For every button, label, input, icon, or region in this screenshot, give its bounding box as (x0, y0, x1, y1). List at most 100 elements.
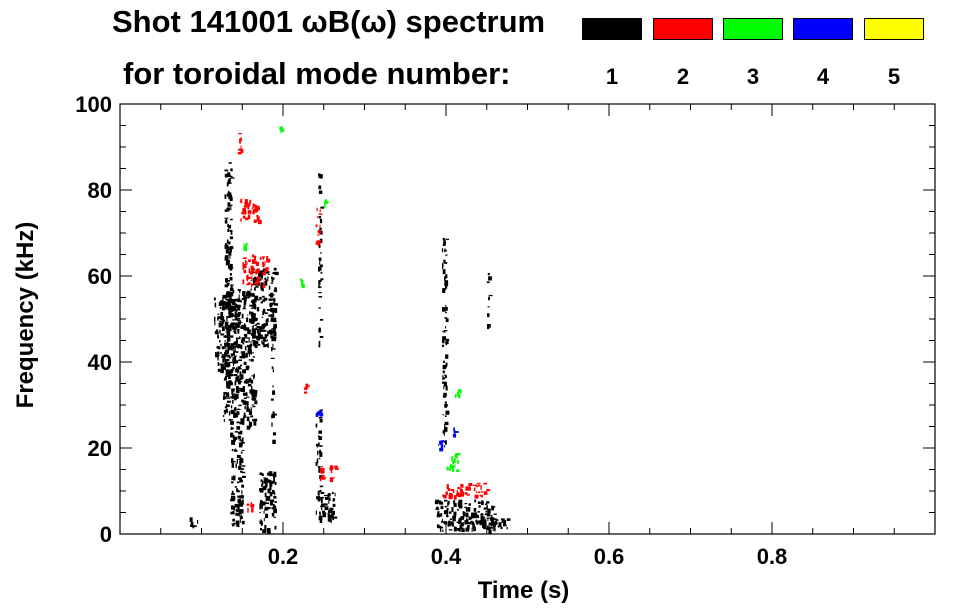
spectrum-point (221, 354, 225, 356)
spectrum-point (237, 505, 240, 511)
spectrum-point (244, 202, 249, 206)
spectrum-point (262, 295, 265, 298)
spectrum-point (328, 500, 330, 504)
spectrum-point (255, 277, 259, 280)
spectrum-point (232, 326, 235, 330)
spectrum-point (506, 518, 511, 521)
spectrum-point (230, 370, 233, 374)
spectrum-point (237, 366, 240, 370)
spectrum-point (447, 466, 449, 471)
spectrum-point (481, 491, 484, 493)
spectrum-point (232, 319, 234, 321)
spectrum-point (236, 410, 238, 416)
spectrum-point (271, 277, 274, 283)
spectrum-region-mode-2 (442, 482, 491, 500)
spectrum-point (264, 277, 267, 280)
spectrum-point (251, 305, 253, 307)
spectrum-point (218, 322, 222, 328)
spectrum-point (239, 300, 243, 303)
spectrum-point (324, 506, 329, 511)
spectrum-point (250, 407, 252, 413)
spectrum-point (467, 525, 470, 530)
spectrum-point (234, 407, 237, 411)
spectrum-point (238, 432, 242, 435)
spectrum-point (247, 292, 252, 297)
spectrum-point (474, 499, 477, 503)
spectrum-point (442, 494, 445, 497)
spectrum-point (253, 340, 256, 343)
spectrum-point (232, 331, 235, 333)
y-tick-label: 80 (88, 178, 112, 203)
spectrum-point (231, 419, 234, 421)
spectrum-point (273, 326, 276, 332)
spectrum-point (448, 520, 451, 522)
spectrum-point (265, 319, 267, 323)
spectrum-point (491, 520, 495, 526)
spectrum-point (241, 387, 245, 392)
legend-swatch-mode-1 (582, 18, 642, 40)
spectrum-point (302, 284, 305, 289)
spectrum-point (236, 369, 239, 373)
spectrum-point (229, 298, 232, 301)
spectrum-region-mode-1 (315, 491, 338, 524)
spectrum-point (317, 490, 320, 496)
spectrum-point (265, 322, 268, 326)
spectrum-point (253, 418, 258, 422)
spectrum-point (224, 347, 227, 349)
spectrum-point (492, 517, 495, 519)
spectrum-point (241, 449, 245, 451)
spectrum-point (193, 525, 197, 527)
chart-title: Shot 141001 ωB(ω) spectrum (112, 4, 546, 39)
spectrum-point (230, 422, 234, 424)
spectrum-point (267, 273, 270, 275)
spectrum-point (267, 507, 271, 510)
spectrum-point (219, 340, 221, 343)
spectrum-point (488, 528, 491, 532)
spectrum-point (217, 362, 220, 366)
spectrum-point (460, 491, 464, 497)
spectrum-point (265, 335, 268, 339)
y-tick-label: 100 (75, 92, 112, 117)
spectrum-point (470, 515, 473, 520)
spectrum-point (500, 526, 503, 530)
spectrum-point (451, 493, 453, 496)
spectrum-point (261, 324, 265, 329)
spectrum-point (259, 511, 261, 514)
spectrum-point (242, 279, 245, 285)
spectrum-point (264, 280, 268, 286)
spectrum-region-mode-3 (300, 278, 305, 289)
spectrum-point (272, 369, 274, 373)
spectrum-point (465, 527, 470, 532)
spectrum-point (236, 361, 239, 364)
spectrum-point (457, 487, 461, 490)
spectrum-point (486, 281, 490, 284)
spectrum-point (225, 298, 229, 301)
spectrum-point (446, 484, 449, 490)
spectrum-point (264, 506, 269, 511)
spectrum-point (271, 309, 275, 313)
spectrum-point (239, 336, 241, 338)
spectrum-point (445, 343, 447, 346)
spectrum-point (238, 148, 242, 151)
spectrum-point (250, 288, 252, 291)
spectrum-point (231, 394, 235, 399)
spectrum-point (478, 491, 481, 494)
spectrum-point (301, 282, 303, 286)
spectrum-point (447, 500, 450, 505)
spectrum-region-mode-1 (259, 471, 277, 535)
spectrum-point (273, 413, 277, 416)
spectrum-point (252, 303, 257, 309)
spectrum-point (227, 346, 231, 351)
spectrum-point (262, 486, 267, 491)
spectrum-point (250, 504, 254, 508)
spectrum-point (226, 239, 229, 244)
spectrum-point (246, 344, 251, 348)
spectrum-point (238, 326, 242, 328)
spectrum-point (235, 315, 240, 318)
spectrum-region-mode-2 (242, 254, 271, 288)
spectrum-point (274, 481, 277, 485)
spectrum-point (229, 230, 233, 232)
spectrum-point (317, 497, 321, 502)
spectrum-point (234, 303, 237, 306)
spectrum-point (237, 289, 241, 292)
